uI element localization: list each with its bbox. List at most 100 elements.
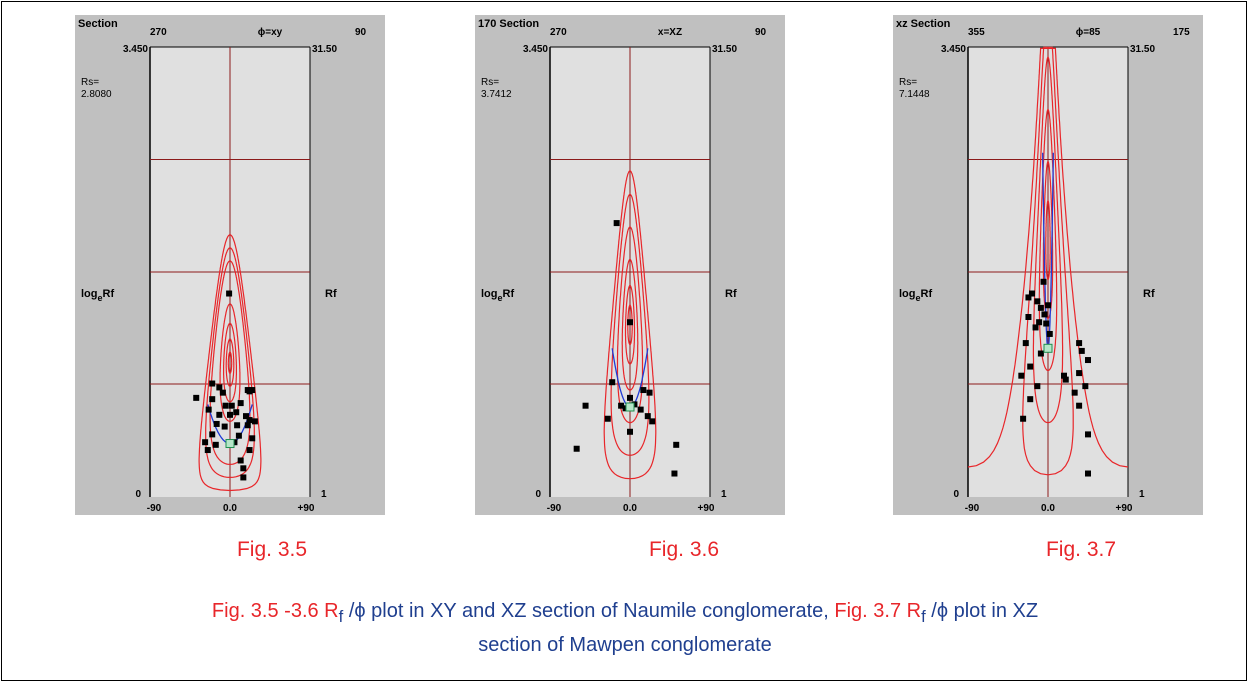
rf-curve-2 bbox=[223, 322, 237, 403]
data-point-22 bbox=[1062, 376, 1069, 383]
data-point-22 bbox=[251, 418, 258, 425]
data-point-5 bbox=[1037, 304, 1044, 311]
data-point-15 bbox=[673, 441, 680, 448]
phi-top-left: 270 bbox=[550, 27, 567, 38]
rf-curve-5 bbox=[603, 170, 657, 480]
data-point-9 bbox=[222, 402, 229, 409]
rf-curve-1 bbox=[225, 338, 235, 387]
data-point-17 bbox=[671, 470, 678, 477]
section-label: 170 Section bbox=[478, 18, 539, 30]
data-point-23 bbox=[1082, 383, 1089, 390]
data-point-1 bbox=[1029, 290, 1035, 297]
fig-label-3-7: Fig. 3.7 bbox=[1045, 538, 1117, 561]
x-tick-left: -90 bbox=[965, 503, 980, 514]
data-point-8 bbox=[219, 389, 226, 396]
rf-curve-4 bbox=[610, 193, 650, 456]
y-left-top: 3.450 bbox=[523, 44, 548, 55]
rs-marker bbox=[225, 439, 235, 449]
y-label-left-sub: e bbox=[916, 293, 921, 303]
data-point-9 bbox=[637, 406, 644, 413]
y-right-bottom: 1 bbox=[321, 489, 327, 500]
data-point-18 bbox=[1076, 370, 1083, 377]
data-point-14 bbox=[227, 411, 233, 418]
data-point-21 bbox=[1034, 383, 1041, 390]
data-point-0 bbox=[226, 290, 233, 297]
data-point-0 bbox=[613, 220, 620, 227]
y-left-bottom: 0 bbox=[535, 489, 541, 500]
rf-phi-plot-xy: Section 270 ϕ=xy 90 3.450 31.50 Rs= 2.8080 logeR… bbox=[75, 15, 385, 515]
data-point-11 bbox=[1032, 324, 1039, 331]
data-point-3 bbox=[640, 387, 647, 394]
y-left-top: 3.450 bbox=[941, 44, 966, 55]
data-point-16 bbox=[243, 413, 249, 420]
rf-curve-2 bbox=[1038, 109, 1058, 372]
data-point-4 bbox=[1045, 302, 1051, 309]
data-point-7 bbox=[209, 396, 216, 403]
rs-label: Rs= bbox=[899, 77, 917, 88]
data-point-26 bbox=[1020, 415, 1027, 422]
data-point-20 bbox=[234, 422, 241, 429]
rf-curve-5 bbox=[967, 47, 1129, 468]
y-right-bottom: 1 bbox=[721, 489, 727, 500]
data-point-16 bbox=[573, 445, 580, 452]
data-point-7 bbox=[1041, 311, 1048, 318]
caption-text-1: plot in XY and XZ section of Naumile con… bbox=[365, 600, 835, 622]
phi-top-right: 175 bbox=[1173, 27, 1190, 38]
phi-top-right: 90 bbox=[355, 27, 367, 38]
data-point-15 bbox=[1078, 347, 1085, 354]
y-right-top: 31.50 bbox=[312, 44, 337, 55]
data-point-12 bbox=[644, 413, 651, 420]
data-point-10 bbox=[228, 402, 235, 409]
section-label: Section bbox=[78, 18, 118, 30]
data-point-17 bbox=[1085, 357, 1091, 364]
rf-curve-1 bbox=[624, 285, 636, 365]
data-point-29 bbox=[1085, 470, 1091, 477]
x-tick-right: +90 bbox=[298, 503, 315, 514]
rf-curve-5 bbox=[205, 247, 255, 478]
phi-top-mid: ϕ=85 bbox=[1076, 27, 1101, 38]
rf-curve-4 bbox=[1022, 46, 1074, 476]
data-point-4 bbox=[627, 394, 633, 401]
rf-curve-3 bbox=[219, 303, 241, 422]
rs-label: Rs= bbox=[481, 77, 499, 88]
data-point-2 bbox=[609, 379, 616, 386]
figure-caption: Fig. 3.5 -3.6 Rf /ϕ plot in XY and XZ se… bbox=[0, 597, 1250, 660]
caption-line-1: Fig. 3.5 -3.6 Rf /ϕ plot in XY and XZ se… bbox=[0, 597, 1250, 631]
data-point-11 bbox=[604, 415, 611, 422]
y-label-left-main: log bbox=[81, 288, 98, 300]
caption-phi-1: /ϕ bbox=[343, 600, 366, 622]
fig-label-3-5: Fig. 3.5 bbox=[236, 538, 308, 561]
rs-marker bbox=[1043, 343, 1053, 353]
data-point-5 bbox=[246, 388, 253, 395]
y-label-right: Rf bbox=[725, 288, 737, 300]
rf-curve-0 bbox=[627, 304, 633, 345]
phi-top-right: 90 bbox=[755, 27, 767, 38]
data-point-25 bbox=[249, 435, 256, 442]
data-point-14 bbox=[627, 428, 633, 435]
data-point-8 bbox=[618, 402, 625, 409]
data-point-24 bbox=[235, 432, 242, 439]
data-point-15 bbox=[233, 409, 240, 416]
x-tick-center: 0.0 bbox=[623, 503, 637, 514]
data-point-33 bbox=[240, 474, 247, 481]
data-point-1 bbox=[627, 319, 633, 326]
data-point-13 bbox=[649, 418, 656, 425]
plot-svg-2: xz Section 355 ϕ=85 175 3.450 31.50 Rs=7.1448 l… bbox=[893, 15, 1203, 515]
data-point-23 bbox=[209, 431, 216, 438]
data-point-28 bbox=[1085, 431, 1091, 438]
data-point-19 bbox=[221, 423, 228, 430]
data-point-14 bbox=[1076, 340, 1083, 347]
y-left-bottom: 0 bbox=[135, 489, 141, 500]
data-point-6 bbox=[193, 394, 200, 401]
y-label-left: logeRf bbox=[81, 288, 114, 303]
rf-curve-0 bbox=[227, 351, 233, 374]
caption-line-2: section of Mawpen conglomerate bbox=[478, 634, 772, 656]
rf-curve-3 bbox=[616, 226, 644, 424]
x-tick-right: +90 bbox=[698, 503, 715, 514]
y-label-left: logeRf bbox=[899, 288, 932, 303]
data-point-13 bbox=[1037, 350, 1044, 357]
data-point-16 bbox=[1027, 363, 1034, 370]
data-point-12 bbox=[1022, 340, 1029, 347]
